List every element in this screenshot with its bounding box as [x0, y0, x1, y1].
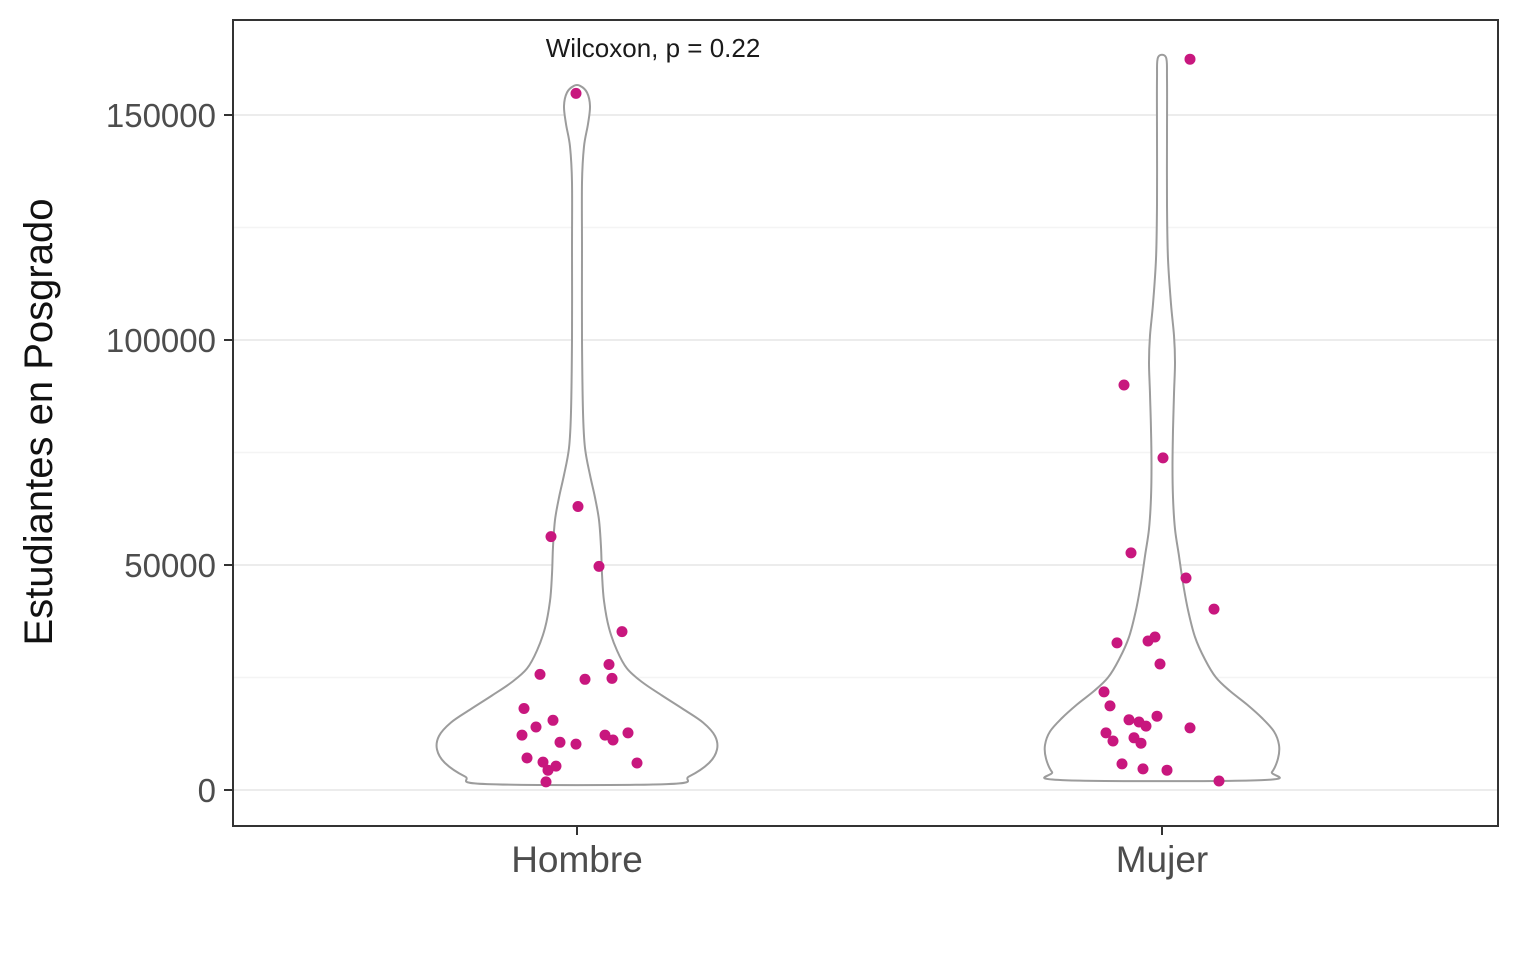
jitter-point-hombre	[545, 531, 557, 543]
jitter-point-mujer	[1098, 686, 1110, 698]
jitter-point-layer	[516, 53, 1225, 788]
jitter-point-hombre	[537, 756, 549, 768]
x-category-label-hombre: Hombre	[511, 839, 643, 880]
jitter-point-hombre	[593, 560, 605, 572]
gridlines	[233, 114, 1498, 791]
jitter-point-mujer	[1184, 53, 1196, 65]
y-axis-title: Estudiantes en Posgrado	[17, 199, 61, 646]
axis-labels: 0 50000 100000 150000 Hombre Mujer	[106, 97, 1208, 880]
jitter-point-hombre	[554, 736, 566, 748]
jitter-point-hombre	[540, 776, 552, 788]
jitter-point-hombre	[606, 672, 618, 684]
violin-outline-mujer	[1043, 53, 1281, 783]
jitter-point-hombre	[530, 721, 542, 733]
jitter-point-mujer	[1151, 710, 1163, 722]
jitter-point-hombre	[518, 703, 530, 714]
jitter-point-mujer	[1149, 631, 1161, 643]
jitter-point-mujer	[1111, 637, 1123, 649]
jitter-point-hombre	[631, 757, 643, 769]
jitter-point-hombre	[599, 729, 611, 741]
jitter-point-hombre	[572, 501, 584, 512]
panel-border	[232, 19, 1499, 827]
jitter-point-mujer	[1208, 603, 1220, 615]
jitter-point-hombre	[579, 673, 591, 685]
jitter-point-hombre	[570, 87, 582, 99]
jitter-point-mujer	[1116, 758, 1128, 770]
jitter-point-mujer	[1123, 714, 1135, 726]
jitter-point-mujer	[1135, 737, 1147, 749]
violin-outline-hombre	[435, 83, 719, 787]
jitter-point-mujer	[1213, 775, 1225, 787]
axis-ticks	[224, 114, 1163, 835]
jitter-point-hombre	[603, 659, 615, 670]
jitter-point-hombre	[547, 714, 559, 726]
jitter-point-mujer	[1104, 700, 1116, 712]
violin-layer	[435, 53, 1281, 787]
jitter-point-hombre	[607, 734, 619, 746]
y-tick-label: 50000	[124, 547, 216, 584]
jitter-point-mujer	[1161, 764, 1173, 776]
jitter-point-mujer	[1140, 720, 1152, 732]
jitter-point-hombre	[570, 738, 582, 750]
jitter-point-hombre	[516, 729, 528, 741]
jitter-point-mujer	[1184, 722, 1196, 734]
jitter-point-mujer	[1180, 572, 1192, 584]
jitter-point-mujer	[1100, 727, 1112, 739]
jitter-point-mujer	[1157, 452, 1169, 464]
jitter-point-mujer	[1107, 735, 1119, 747]
jitter-point-mujer	[1137, 763, 1149, 775]
wilcoxon-annotation: Wilcoxon, p = 0.22	[546, 33, 761, 63]
y-tick-label: 0	[198, 772, 216, 809]
jitter-point-hombre	[622, 727, 634, 739]
jitter-point-hombre	[616, 626, 628, 638]
jitter-point-hombre	[534, 668, 546, 680]
y-tick-label: 100000	[106, 322, 216, 359]
jitter-point-hombre	[521, 752, 533, 764]
jitter-point-mujer	[1118, 379, 1130, 391]
jitter-point-mujer	[1125, 547, 1137, 559]
jitter-point-mujer	[1154, 658, 1166, 670]
y-tick-label: 150000	[106, 97, 216, 134]
x-category-label-mujer: Mujer	[1116, 839, 1209, 880]
jitter-point-hombre	[550, 760, 562, 772]
